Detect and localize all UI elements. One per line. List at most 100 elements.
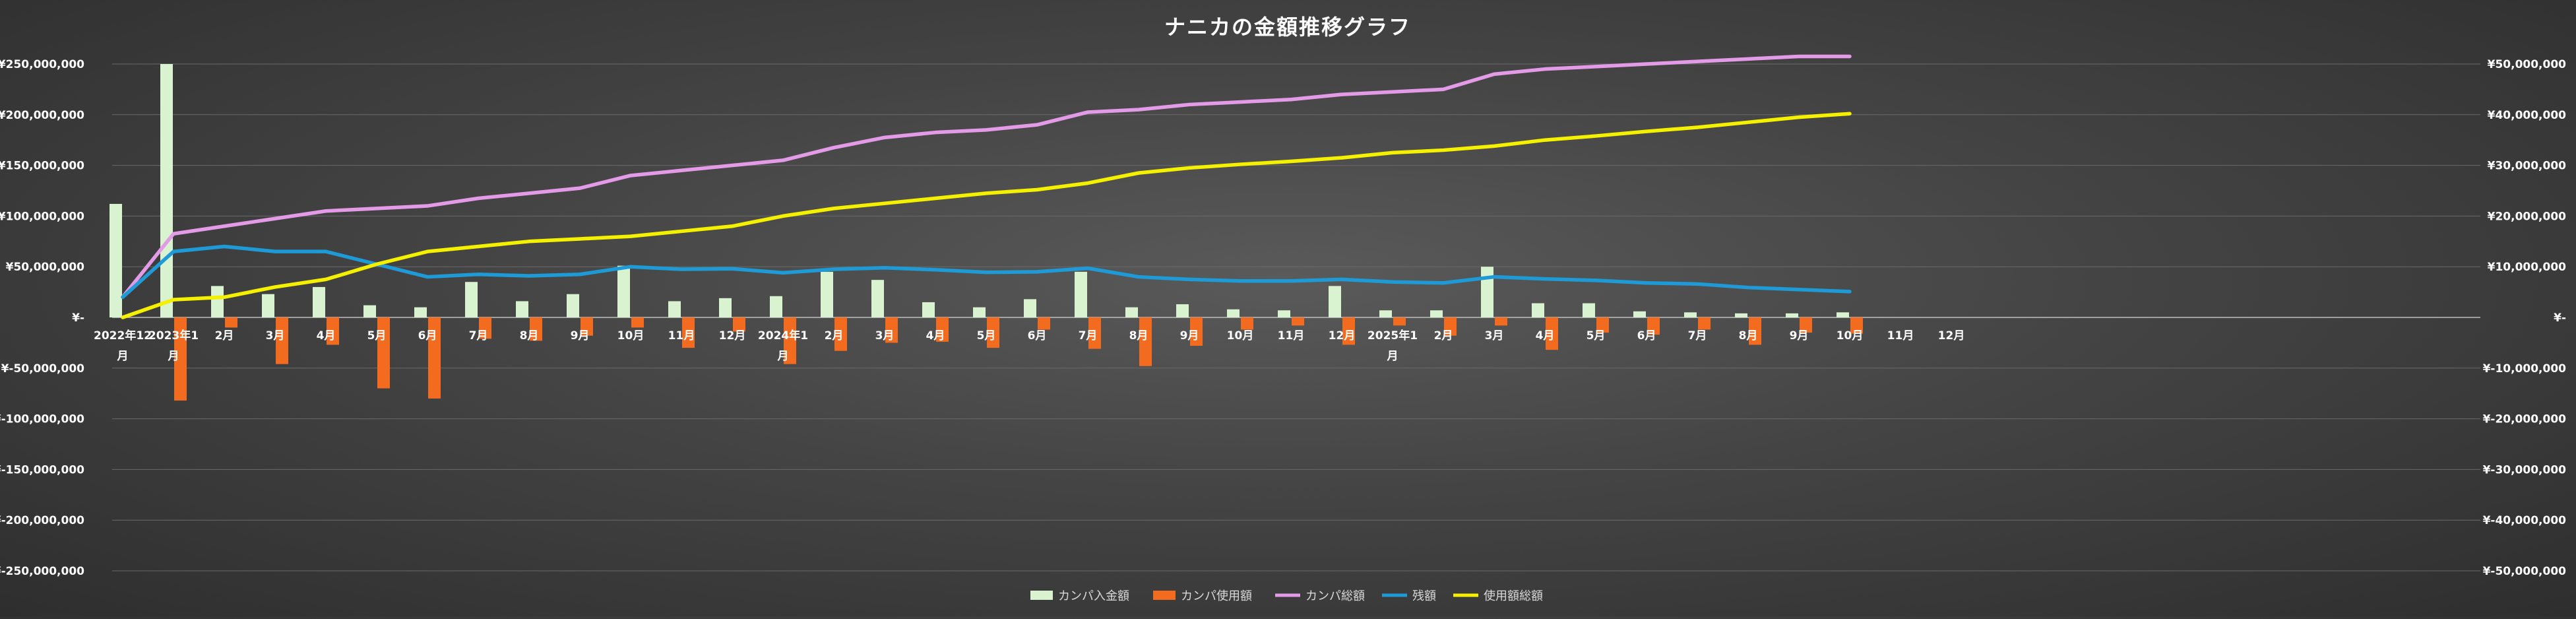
bar-campaign-usage [631, 317, 644, 328]
bar-campaign-usage [276, 317, 288, 364]
legend-campaign-usage: カンパ使用額 [1153, 589, 1252, 603]
bar-campaign-usage [1444, 317, 1457, 336]
x-axis-category-label: 11月 [668, 329, 695, 342]
x-axis-category-label: 2022年12 [94, 329, 152, 342]
bar-campaign-deposit [516, 301, 528, 317]
right-axis-tick-label: ¥- [2554, 311, 2566, 325]
x-axis-category-label: 3月 [875, 329, 895, 342]
bar-campaign-deposit [160, 64, 173, 317]
x-axis-category-label: 10月 [1227, 329, 1254, 342]
bar-campaign-deposit [1024, 299, 1036, 317]
x-axis-category-label: 7月 [1688, 329, 1707, 342]
x-axis-category-label: 8月 [1129, 329, 1148, 342]
x-axis-category-label: 2月 [1434, 329, 1453, 342]
bar-campaign-usage [1139, 317, 1152, 366]
bar-campaign-usage [530, 317, 542, 341]
line-balance [121, 244, 1852, 300]
x-axis-category-label: 4月 [926, 329, 945, 342]
legend-campaign-deposit: カンパ入金額 [1030, 589, 1129, 603]
x-axis-category-label: 11月 [1278, 329, 1305, 342]
x-axis-category-label: 12月 [1329, 329, 1356, 342]
bar-campaign-deposit [821, 271, 833, 317]
chart-title: ナニカの金額推移グラフ [1164, 15, 1411, 40]
legend-label: カンパ使用額 [1181, 589, 1252, 603]
bar-campaign-deposit [1532, 303, 1544, 317]
bar-campaign-deposit [1075, 271, 1087, 317]
bar-campaign-usage [1850, 317, 1863, 334]
x-axis-category-label: 月 [777, 350, 789, 363]
bar-campaign-deposit [1227, 309, 1240, 317]
left-axis-tick-label: ¥100,000,000 [0, 210, 84, 223]
bar-campaign-usage [682, 317, 695, 348]
x-axis-category-label: 6月 [418, 329, 437, 342]
line-usage-total [121, 112, 1852, 319]
bar-campaign-usage [377, 317, 390, 389]
legend-campaign-total: カンパ総額 [1275, 589, 1365, 603]
bar-campaign-usage [885, 317, 898, 343]
bar-campaign-deposit [313, 286, 325, 317]
bar-campaign-deposit [1481, 267, 1493, 317]
bar-campaign-deposit [719, 298, 732, 317]
right-axis-tick-label: ¥50,000,000 [2488, 58, 2567, 71]
right-axis-tick-label: ¥-30,000,000 [2483, 463, 2567, 476]
x-axis-category-label: 9月 [1180, 329, 1199, 342]
bar-campaign-usage [1698, 317, 1711, 330]
x-axis-category-label: 2025年1 [1367, 329, 1418, 342]
bar-campaign-usage [1495, 317, 1507, 326]
bar-campaign-usage [1342, 317, 1355, 345]
bar-campaign-deposit [414, 307, 427, 317]
x-axis-category-label: 4月 [317, 329, 336, 342]
right-axis-tick-label: ¥-50,000,000 [2483, 565, 2567, 578]
x-axis-category-label: 6月 [1637, 329, 1656, 342]
bar-campaign-deposit [1278, 310, 1290, 317]
x-axis-category-label: 4月 [1536, 329, 1555, 342]
bar-campaign-deposit [465, 282, 478, 317]
right-axis-tick-label: ¥10,000,000 [2488, 261, 2567, 274]
x-axis-category-label: 9月 [571, 329, 590, 342]
right-axis-tick-label: ¥-40,000,000 [2483, 514, 2567, 527]
bar-campaign-usage [1241, 317, 1253, 330]
bar-campaign-usage [1596, 317, 1609, 333]
bar-campaign-usage [1647, 317, 1660, 335]
x-axis-category-label: 5月 [1586, 329, 1606, 342]
bar-campaign-deposit [1430, 310, 1443, 317]
bar-campaign-usage [581, 317, 593, 336]
bar-campaign-usage [327, 317, 339, 345]
x-axis-category-label: 8月 [520, 329, 539, 342]
bar-campaign-deposit [1379, 310, 1392, 317]
x-axis-category-label: 7月 [469, 329, 488, 342]
bar-campaign-deposit [211, 286, 224, 317]
x-axis-category-label: 3月 [1485, 329, 1504, 342]
bar-campaign-usage [1292, 317, 1304, 326]
x-axis-category-label: 8月 [1739, 329, 1758, 342]
bar-campaign-usage [784, 317, 796, 364]
legend-swatch [1153, 591, 1176, 600]
legend-label: 残額 [1412, 589, 1436, 603]
right-axis-tick-label: ¥-20,000,000 [2483, 413, 2567, 426]
left-axis-tick-label: ¥200,000,000 [0, 109, 84, 122]
bar-campaign-deposit [363, 305, 376, 317]
right-axis-tick-label: ¥40,000,000 [2488, 109, 2567, 122]
x-axis-category-label: 10月 [1837, 329, 1864, 342]
bar-campaign-usage [1038, 317, 1050, 330]
bar-campaign-deposit [871, 280, 884, 317]
bar-campaign-deposit [1125, 307, 1138, 317]
bar-campaign-usage [1088, 317, 1101, 349]
left-axis-tick-label: ¥50,000,000 [6, 261, 85, 274]
bar-campaign-usage [733, 317, 745, 332]
x-axis-category-label: 5月 [977, 329, 996, 342]
bar-campaign-usage [1546, 317, 1558, 350]
x-axis-category-label: 10月 [617, 329, 644, 342]
bar-campaign-deposit [922, 302, 935, 317]
left-axis-tick-label: ¥150,000,000 [0, 160, 84, 173]
bar-campaign-deposit [973, 307, 986, 317]
left-axis-tick-label: ¥- [72, 311, 84, 325]
x-axis-category-label: 12月 [719, 329, 746, 342]
right-axis-tick-label: ¥30,000,000 [2488, 160, 2567, 173]
left-axis-tick-label: ¥-100,000,000 [0, 413, 84, 426]
legend-balance: 残額 [1382, 589, 1436, 603]
bar-campaign-deposit [1176, 304, 1189, 317]
x-axis-category-label: 9月 [1790, 329, 1809, 342]
bar-campaign-usage [174, 317, 187, 401]
